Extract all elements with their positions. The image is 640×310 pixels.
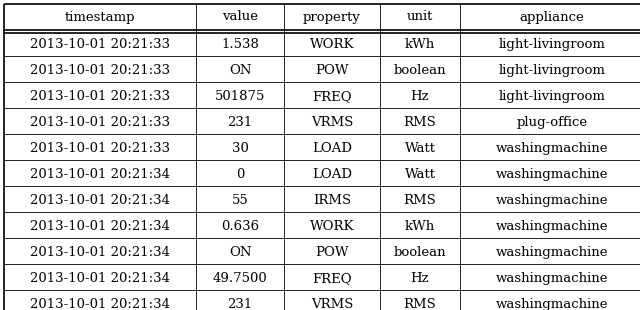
Text: IRMS: IRMS (313, 194, 351, 207)
Text: 2013-10-01 20:21:33: 2013-10-01 20:21:33 (30, 90, 170, 103)
Text: value: value (222, 11, 258, 24)
Text: ON: ON (228, 246, 252, 259)
Text: RMS: RMS (404, 298, 436, 310)
Text: washingmachine: washingmachine (496, 194, 608, 207)
Text: 231: 231 (227, 116, 253, 129)
Text: 2013-10-01 20:21:33: 2013-10-01 20:21:33 (30, 38, 170, 51)
Text: appliance: appliance (520, 11, 584, 24)
Text: 2013-10-01 20:21:33: 2013-10-01 20:21:33 (30, 142, 170, 155)
Text: VRMS: VRMS (311, 298, 353, 310)
Text: washingmachine: washingmachine (496, 220, 608, 233)
Text: 2013-10-01 20:21:34: 2013-10-01 20:21:34 (30, 220, 170, 233)
Text: LOAD: LOAD (312, 142, 352, 155)
Text: Watt: Watt (404, 142, 435, 155)
Text: 2013-10-01 20:21:34: 2013-10-01 20:21:34 (30, 298, 170, 310)
Text: light-livingroom: light-livingroom (499, 38, 605, 51)
Text: washingmachine: washingmachine (496, 246, 608, 259)
Text: 49.7500: 49.7500 (212, 272, 268, 285)
Text: light-livingroom: light-livingroom (499, 64, 605, 77)
Text: 0.636: 0.636 (221, 220, 259, 233)
Text: POW: POW (316, 246, 349, 259)
Text: FREQ: FREQ (312, 90, 352, 103)
Text: 2013-10-01 20:21:34: 2013-10-01 20:21:34 (30, 194, 170, 207)
Text: RMS: RMS (404, 194, 436, 207)
Text: 2013-10-01 20:21:33: 2013-10-01 20:21:33 (30, 64, 170, 77)
Text: plug-office: plug-office (516, 116, 588, 129)
Text: 55: 55 (232, 194, 248, 207)
Text: 30: 30 (232, 142, 248, 155)
Text: ON: ON (228, 64, 252, 77)
Text: 1.538: 1.538 (221, 38, 259, 51)
Text: WORK: WORK (310, 220, 355, 233)
Text: washingmachine: washingmachine (496, 298, 608, 310)
Text: 231: 231 (227, 298, 253, 310)
Text: 2013-10-01 20:21:34: 2013-10-01 20:21:34 (30, 168, 170, 181)
Text: washingmachine: washingmachine (496, 142, 608, 155)
Text: RMS: RMS (404, 116, 436, 129)
Text: kWh: kWh (405, 220, 435, 233)
Text: 2013-10-01 20:21:34: 2013-10-01 20:21:34 (30, 246, 170, 259)
Text: VRMS: VRMS (311, 116, 353, 129)
Text: unit: unit (407, 11, 433, 24)
Text: washingmachine: washingmachine (496, 272, 608, 285)
Text: WORK: WORK (310, 38, 355, 51)
Text: 501875: 501875 (215, 90, 265, 103)
Text: boolean: boolean (394, 246, 446, 259)
Text: Watt: Watt (404, 168, 435, 181)
Text: light-livingroom: light-livingroom (499, 90, 605, 103)
Text: POW: POW (316, 64, 349, 77)
Text: Hz: Hz (411, 90, 429, 103)
Text: timestamp: timestamp (65, 11, 135, 24)
Text: kWh: kWh (405, 38, 435, 51)
Text: washingmachine: washingmachine (496, 168, 608, 181)
Text: 0: 0 (236, 168, 244, 181)
Text: Hz: Hz (411, 272, 429, 285)
Text: property: property (303, 11, 361, 24)
Text: 2013-10-01 20:21:34: 2013-10-01 20:21:34 (30, 272, 170, 285)
Text: boolean: boolean (394, 64, 446, 77)
Text: FREQ: FREQ (312, 272, 352, 285)
Text: 2013-10-01 20:21:33: 2013-10-01 20:21:33 (30, 116, 170, 129)
Text: LOAD: LOAD (312, 168, 352, 181)
